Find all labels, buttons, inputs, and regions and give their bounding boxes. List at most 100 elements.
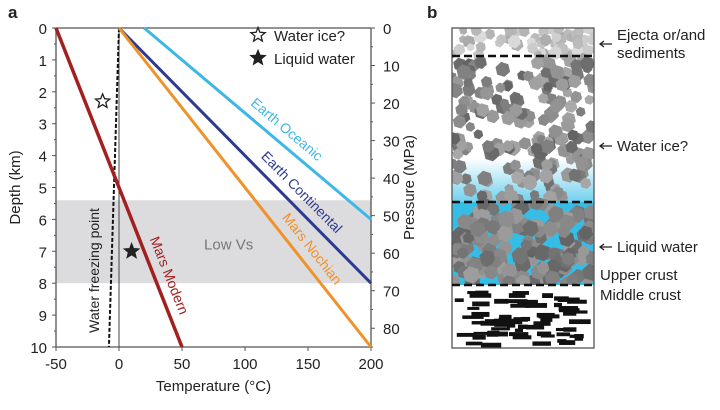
middle-crust-dash: [559, 340, 576, 345]
rock-grain: [511, 171, 525, 185]
legend-icon-liquid-water: [249, 48, 267, 66]
ejecta-grain: [551, 32, 562, 43]
middle-crust-dash: [489, 322, 507, 326]
middle-crust-dash: [533, 321, 551, 326]
middle-crust-dash: [537, 331, 552, 337]
freezing-point-label: Water freezing point: [86, 208, 102, 333]
middle-crust-dash: [556, 332, 571, 337]
middle-crust-dash: [569, 319, 591, 325]
series-label-earth-oceanic: Earth Oceanic: [248, 94, 326, 163]
middle-crust-dash: [553, 302, 562, 308]
y2-tick-label: 70: [383, 284, 400, 301]
rock-grain: [522, 174, 538, 190]
rock-grain: [547, 205, 565, 223]
rock-grain: [545, 270, 561, 285]
rock-grain: [549, 98, 564, 113]
ejecta-grain: [470, 28, 482, 36]
rock-grain: [538, 168, 554, 184]
rock-grain: [479, 249, 496, 266]
ejecta-grain: [466, 43, 475, 52]
y-tick-label: 3: [39, 117, 47, 134]
ejecta-grain: [587, 33, 594, 46]
arrow-icon: [598, 243, 612, 251]
rock-grain: [579, 56, 594, 71]
middle-crust-dash: [493, 318, 515, 324]
middle-crust-dash: [571, 310, 588, 314]
low-vs-band: [56, 200, 371, 284]
rock-grain: [555, 77, 569, 92]
rock-grain: [528, 76, 543, 91]
middle-crust-dash: [518, 299, 538, 305]
rock-grain: [495, 61, 511, 77]
series-mars-nochian: [117, 27, 373, 348]
ejecta-grain: [553, 28, 564, 35]
middle-crust-dash: [574, 336, 584, 341]
rock-grain: [541, 158, 553, 171]
layer-label: Middle crust: [600, 287, 682, 304]
y2-tick-label: 60: [383, 246, 400, 263]
ejecta-grain: [484, 28, 496, 40]
rock-grain: [540, 139, 555, 154]
middle-crust-dash: [472, 334, 486, 340]
rock-grain: [580, 129, 594, 144]
rock-grain: [482, 140, 495, 153]
y2-tick-label: 40: [383, 171, 400, 188]
rock-grain: [520, 239, 533, 252]
grains: [452, 28, 594, 285]
arrow-icon: [598, 40, 612, 48]
rock-grain: [543, 81, 553, 92]
rock-grain: [487, 203, 500, 216]
middle-crust-dash: [563, 311, 577, 316]
y-tick-label: 0: [39, 21, 47, 38]
layer-label: Liquid water: [617, 239, 698, 256]
rock-grain: [540, 67, 552, 79]
y-tick-label: 5: [39, 181, 47, 198]
x-tick-label: 100: [232, 356, 257, 373]
ejecta-grain: [496, 34, 507, 45]
middle-crust-dash: [462, 315, 484, 319]
rock-grain: [457, 213, 473, 230]
rock-grain: [460, 173, 472, 185]
rock-grain: [568, 74, 582, 89]
rock-grain: [516, 274, 531, 285]
middle-crust-dash: [510, 319, 523, 325]
rock-grain: [452, 148, 464, 160]
middle-crust-dash: [469, 293, 492, 298]
rock-grain: [479, 86, 494, 101]
middle-crust-dash: [512, 291, 529, 295]
rock-grain: [530, 56, 545, 70]
rock-grain: [452, 158, 458, 169]
rock-grain: [575, 156, 590, 171]
middle-crust-dash: [494, 298, 509, 304]
ejecta-grain: [453, 43, 466, 56]
layer-label: Upper crust: [600, 267, 678, 284]
rock-grain: [548, 124, 562, 139]
rock-grain: [550, 65, 565, 80]
rock-grain: [570, 90, 583, 104]
rock-grain: [495, 82, 506, 93]
rock-grain: [452, 274, 461, 285]
rock-grain: [465, 122, 476, 132]
series-earth-oceanic: [143, 26, 372, 221]
rock-grain: [528, 196, 543, 211]
rock-grain: [536, 261, 550, 275]
ejecta-grain: [526, 42, 539, 54]
rock-grain: [583, 204, 594, 220]
rock-grain: [463, 266, 480, 284]
y-tick-label: 4: [39, 149, 47, 166]
rock-grain: [497, 210, 515, 228]
rock-grain: [568, 168, 582, 182]
middle-crust-dash: [517, 324, 528, 330]
middle-crust-dash: [480, 342, 502, 348]
column-outline: [451, 27, 595, 349]
middle-crust-dash: [542, 293, 554, 298]
middle-crust-dash: [472, 301, 490, 307]
middle-crust-dash: [508, 332, 529, 337]
middle-crust-dash: [510, 303, 531, 308]
middle-crust-dash: [567, 299, 587, 304]
rock-grain: [452, 115, 466, 129]
rock-grain: [585, 120, 594, 133]
y-tick-label: 9: [39, 308, 47, 325]
